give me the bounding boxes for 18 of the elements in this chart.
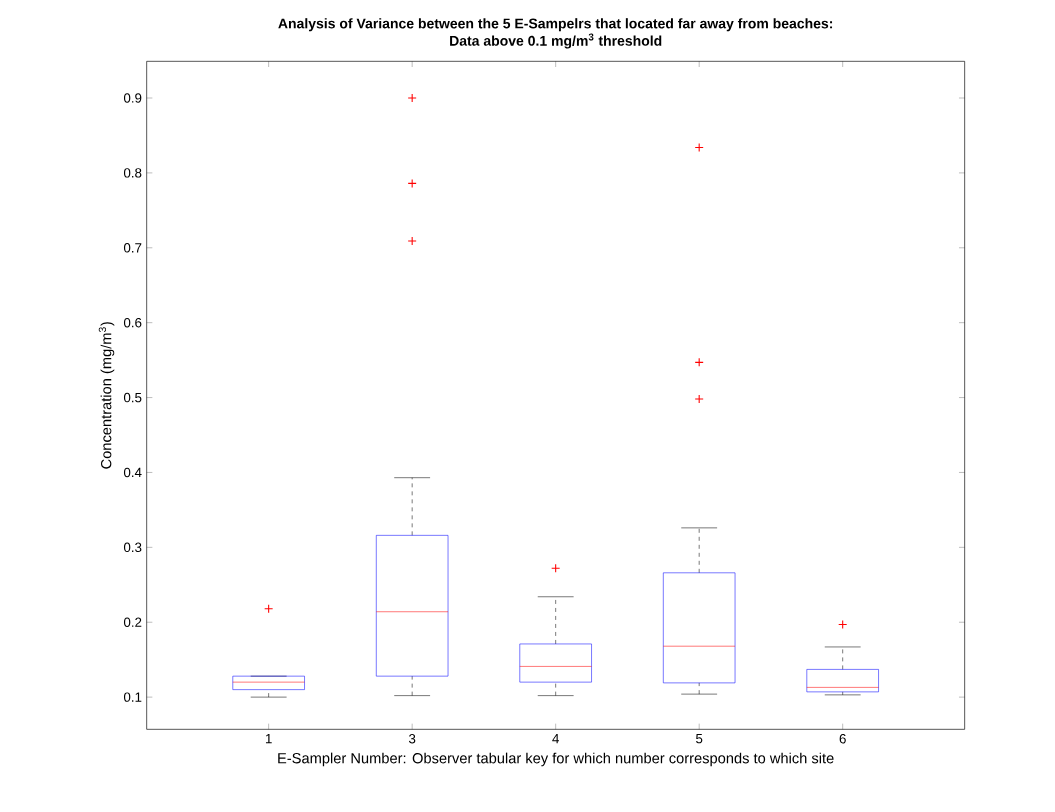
x-tick-label: 1 — [265, 734, 272, 744]
y-tick-label: 0.2 — [123, 617, 142, 627]
y-tick-label: 0.1 — [123, 692, 142, 702]
x-tick-label: 5 — [696, 734, 703, 744]
x-tick-label: 6 — [839, 734, 846, 744]
y-tick-label: 0.8 — [123, 168, 142, 178]
y-tick-label: 0.3 — [123, 542, 142, 553]
x-axis-title: E-Sampler Number: Observer tabular key for which number corresponds to which site — [278, 752, 834, 767]
y-tick-label: 0.7 — [123, 243, 142, 253]
x-tick-label: 3 — [408, 734, 416, 744]
y-tick-label: 0.5 — [123, 392, 142, 403]
y-tick-label: 0.9 — [123, 93, 142, 103]
y-tick-label: 0.4 — [123, 467, 142, 478]
y-tick-label: 0.6 — [123, 317, 142, 328]
x-tick-label: 4 — [552, 734, 559, 744]
chart-title: Analysis of Variance between the 5 E-Sampelrs that located far away from beaches: — [278, 18, 833, 32]
chart-subtitle: Data above 0.1 mg/m$^{3}$ threshold — [450, 33, 662, 49]
y-axis-title: Concentration (mg/m$^{3}$) — [98, 322, 115, 469]
